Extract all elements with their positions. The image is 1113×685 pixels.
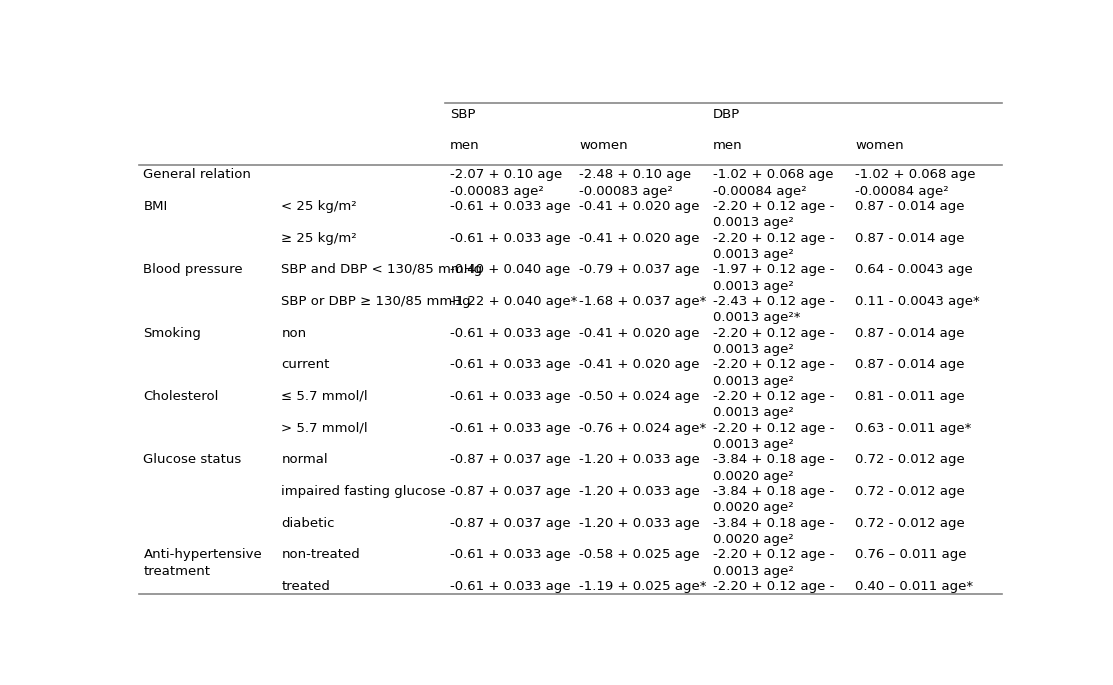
Text: women: women <box>579 139 628 152</box>
Text: -0.61 + 0.033 age: -0.61 + 0.033 age <box>450 358 570 371</box>
Text: -0.41 + 0.020 age: -0.41 + 0.020 age <box>579 358 700 371</box>
Text: -0.41 + 0.020 age: -0.41 + 0.020 age <box>579 232 700 245</box>
Text: -0.61 + 0.033 age: -0.61 + 0.033 age <box>450 390 570 403</box>
Text: -0.87 + 0.037 age: -0.87 + 0.037 age <box>450 516 570 530</box>
Text: Cholesterol: Cholesterol <box>144 390 219 403</box>
Text: -3.84 + 0.18 age -
0.0020 age²: -3.84 + 0.18 age - 0.0020 age² <box>712 453 834 483</box>
Text: ≤ 5.7 mmol/l: ≤ 5.7 mmol/l <box>282 390 368 403</box>
Text: -1.68 + 0.037 age*: -1.68 + 0.037 age* <box>579 295 707 308</box>
Text: -1.22 + 0.040 age*: -1.22 + 0.040 age* <box>450 295 577 308</box>
Text: -1.19 + 0.025 age*: -1.19 + 0.025 age* <box>579 580 707 593</box>
Text: -0.41 + 0.020 age: -0.41 + 0.020 age <box>579 200 700 213</box>
Text: women: women <box>855 139 904 152</box>
Text: non-treated: non-treated <box>282 548 361 561</box>
Text: DBP: DBP <box>712 108 740 121</box>
Text: -0.58 + 0.025 age: -0.58 + 0.025 age <box>579 548 700 561</box>
Text: -1.02 + 0.068 age
-0.00084 age²: -1.02 + 0.068 age -0.00084 age² <box>855 169 976 198</box>
Text: -2.43 + 0.12 age -
0.0013 age²*: -2.43 + 0.12 age - 0.0013 age²* <box>712 295 834 325</box>
Text: treated: treated <box>282 580 331 593</box>
Text: 0.87 - 0.014 age: 0.87 - 0.014 age <box>855 327 965 340</box>
Text: men: men <box>450 139 480 152</box>
Text: -1.20 + 0.033 age: -1.20 + 0.033 age <box>579 516 700 530</box>
Text: 0.87 - 0.014 age: 0.87 - 0.014 age <box>855 232 965 245</box>
Text: -0.76 + 0.024 age*: -0.76 + 0.024 age* <box>579 422 707 434</box>
Text: non: non <box>282 327 306 340</box>
Text: BMI: BMI <box>144 200 168 213</box>
Text: -1.20 + 0.033 age: -1.20 + 0.033 age <box>579 485 700 498</box>
Text: -0.40 + 0.040 age: -0.40 + 0.040 age <box>450 263 570 276</box>
Text: -2.20 + 0.12 age -
0.0013 age²: -2.20 + 0.12 age - 0.0013 age² <box>712 390 834 419</box>
Text: 0.63 - 0.011 age*: 0.63 - 0.011 age* <box>855 422 972 434</box>
Text: men: men <box>712 139 742 152</box>
Text: -2.20 + 0.12 age -
0.0013 age²: -2.20 + 0.12 age - 0.0013 age² <box>712 548 834 578</box>
Text: SBP or DBP ≥ 130/85 mmHg: SBP or DBP ≥ 130/85 mmHg <box>282 295 471 308</box>
Text: -0.61 + 0.033 age: -0.61 + 0.033 age <box>450 580 570 593</box>
Text: 0.76 – 0.011 age: 0.76 – 0.011 age <box>855 548 966 561</box>
Text: 0.40 – 0.011 age*: 0.40 – 0.011 age* <box>855 580 973 593</box>
Text: -2.20 + 0.12 age -: -2.20 + 0.12 age - <box>712 580 834 593</box>
Text: Blood pressure: Blood pressure <box>144 263 243 276</box>
Text: 0.87 - 0.014 age: 0.87 - 0.014 age <box>855 358 965 371</box>
Text: -0.50 + 0.024 age: -0.50 + 0.024 age <box>579 390 700 403</box>
Text: SBP: SBP <box>450 108 475 121</box>
Text: impaired fasting glucose: impaired fasting glucose <box>282 485 446 498</box>
Text: 0.72 - 0.012 age: 0.72 - 0.012 age <box>855 485 965 498</box>
Text: -1.97 + 0.12 age -
0.0013 age²: -1.97 + 0.12 age - 0.0013 age² <box>712 263 834 292</box>
Text: -0.61 + 0.033 age: -0.61 + 0.033 age <box>450 232 570 245</box>
Text: -0.87 + 0.037 age: -0.87 + 0.037 age <box>450 485 570 498</box>
Text: 0.64 - 0.0043 age: 0.64 - 0.0043 age <box>855 263 973 276</box>
Text: 0.72 - 0.012 age: 0.72 - 0.012 age <box>855 453 965 466</box>
Text: General relation: General relation <box>144 169 252 181</box>
Text: -0.61 + 0.033 age: -0.61 + 0.033 age <box>450 548 570 561</box>
Text: -3.84 + 0.18 age -
0.0020 age²: -3.84 + 0.18 age - 0.0020 age² <box>712 516 834 546</box>
Text: -2.20 + 0.12 age -
0.0013 age²: -2.20 + 0.12 age - 0.0013 age² <box>712 327 834 356</box>
Text: current: current <box>282 358 329 371</box>
Text: -0.79 + 0.037 age: -0.79 + 0.037 age <box>579 263 700 276</box>
Text: -2.07 + 0.10 age
-0.00083 age²: -2.07 + 0.10 age -0.00083 age² <box>450 169 562 198</box>
Text: SBP and DBP < 130/85 mmHg: SBP and DBP < 130/85 mmHg <box>282 263 483 276</box>
Text: 0.81 - 0.011 age: 0.81 - 0.011 age <box>855 390 965 403</box>
Text: -0.87 + 0.037 age: -0.87 + 0.037 age <box>450 453 570 466</box>
Text: -0.61 + 0.033 age: -0.61 + 0.033 age <box>450 327 570 340</box>
Text: < 25 kg/m²: < 25 kg/m² <box>282 200 357 213</box>
Text: normal: normal <box>282 453 328 466</box>
Text: -0.61 + 0.033 age: -0.61 + 0.033 age <box>450 200 570 213</box>
Text: Glucose status: Glucose status <box>144 453 242 466</box>
Text: -2.48 + 0.10 age
-0.00083 age²: -2.48 + 0.10 age -0.00083 age² <box>579 169 691 198</box>
Text: 0.72 - 0.012 age: 0.72 - 0.012 age <box>855 516 965 530</box>
Text: -0.41 + 0.020 age: -0.41 + 0.020 age <box>579 327 700 340</box>
Text: ≥ 25 kg/m²: ≥ 25 kg/m² <box>282 232 357 245</box>
Text: -2.20 + 0.12 age -
0.0013 age²: -2.20 + 0.12 age - 0.0013 age² <box>712 358 834 388</box>
Text: > 5.7 mmol/l: > 5.7 mmol/l <box>282 422 368 434</box>
Text: -1.20 + 0.033 age: -1.20 + 0.033 age <box>579 453 700 466</box>
Text: -2.20 + 0.12 age -
0.0013 age²: -2.20 + 0.12 age - 0.0013 age² <box>712 200 834 229</box>
Text: -0.61 + 0.033 age: -0.61 + 0.033 age <box>450 422 570 434</box>
Text: -1.02 + 0.068 age
-0.00084 age²: -1.02 + 0.068 age -0.00084 age² <box>712 169 834 198</box>
Text: Anti-hypertensive
treatment: Anti-hypertensive treatment <box>144 548 263 578</box>
Text: -3.84 + 0.18 age -
0.0020 age²: -3.84 + 0.18 age - 0.0020 age² <box>712 485 834 514</box>
Text: diabetic: diabetic <box>282 516 335 530</box>
Text: -2.20 + 0.12 age -
0.0013 age²: -2.20 + 0.12 age - 0.0013 age² <box>712 422 834 451</box>
Text: 0.87 - 0.014 age: 0.87 - 0.014 age <box>855 200 965 213</box>
Text: Smoking: Smoking <box>144 327 201 340</box>
Text: -2.20 + 0.12 age -
0.0013 age²: -2.20 + 0.12 age - 0.0013 age² <box>712 232 834 261</box>
Text: 0.11 - 0.0043 age*: 0.11 - 0.0043 age* <box>855 295 979 308</box>
